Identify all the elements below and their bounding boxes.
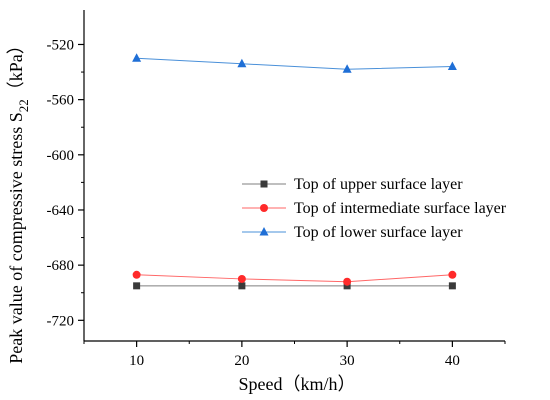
series-line	[136, 274, 453, 283]
series-1	[132, 270, 457, 286]
x-axis-title: Speed（km/h）	[239, 374, 356, 394]
legend-entry: Top of intermediate surface layer	[242, 200, 507, 217]
y-tick-label: -560	[47, 93, 75, 109]
chart-series	[132, 53, 457, 290]
series-0	[133, 282, 456, 290]
y-axis-title-subscript: 22	[16, 99, 31, 112]
series-line	[136, 57, 453, 70]
x-tick-label: 10	[129, 353, 144, 369]
chart-axes: -520 -560 -600 -640 -680 -720 10 20 30 40	[47, 10, 506, 369]
series-point	[133, 282, 141, 290]
legend-label: Top of upper surface layer	[294, 176, 463, 193]
series-point	[342, 64, 352, 73]
chart-legend: Top of upper surface layer Top of interme…	[242, 176, 507, 241]
x-tick-label: 30	[340, 353, 355, 369]
series-point	[132, 53, 142, 62]
y-axis-title-suffix: （kPa）	[6, 36, 26, 99]
series-point	[343, 282, 351, 290]
legend-marker	[260, 180, 268, 188]
legend-entry: Top of upper surface layer	[242, 176, 463, 193]
x-tick-label: 40	[445, 353, 460, 369]
legend-marker	[260, 204, 268, 212]
series-point	[448, 282, 456, 290]
legend-label: Top of intermediate surface layer	[294, 200, 507, 217]
series-point	[237, 274, 246, 283]
y-axis-title-main: Peak value of compressive stress S	[6, 112, 26, 363]
legend-entry: Top of lower surface layer	[242, 224, 463, 241]
series-point	[238, 282, 246, 290]
series-point	[448, 270, 457, 279]
y-tick-label: -680	[47, 258, 75, 274]
series-2	[132, 53, 457, 73]
series-point	[237, 58, 247, 68]
series-point	[447, 61, 457, 71]
y-tick-label: -600	[47, 148, 75, 164]
legend-label: Top of lower surface layer	[294, 224, 463, 241]
x-tick-label: 20	[234, 353, 249, 369]
legend-marker	[259, 227, 269, 236]
series-point	[343, 277, 352, 286]
y-tick-label: -720	[47, 313, 75, 329]
series-point	[132, 270, 141, 279]
y-axis-title: Peak value of compressive stress S22（kPa…	[6, 36, 31, 363]
y-tick-label: -640	[47, 203, 75, 219]
y-tick-label: -520	[47, 37, 75, 53]
